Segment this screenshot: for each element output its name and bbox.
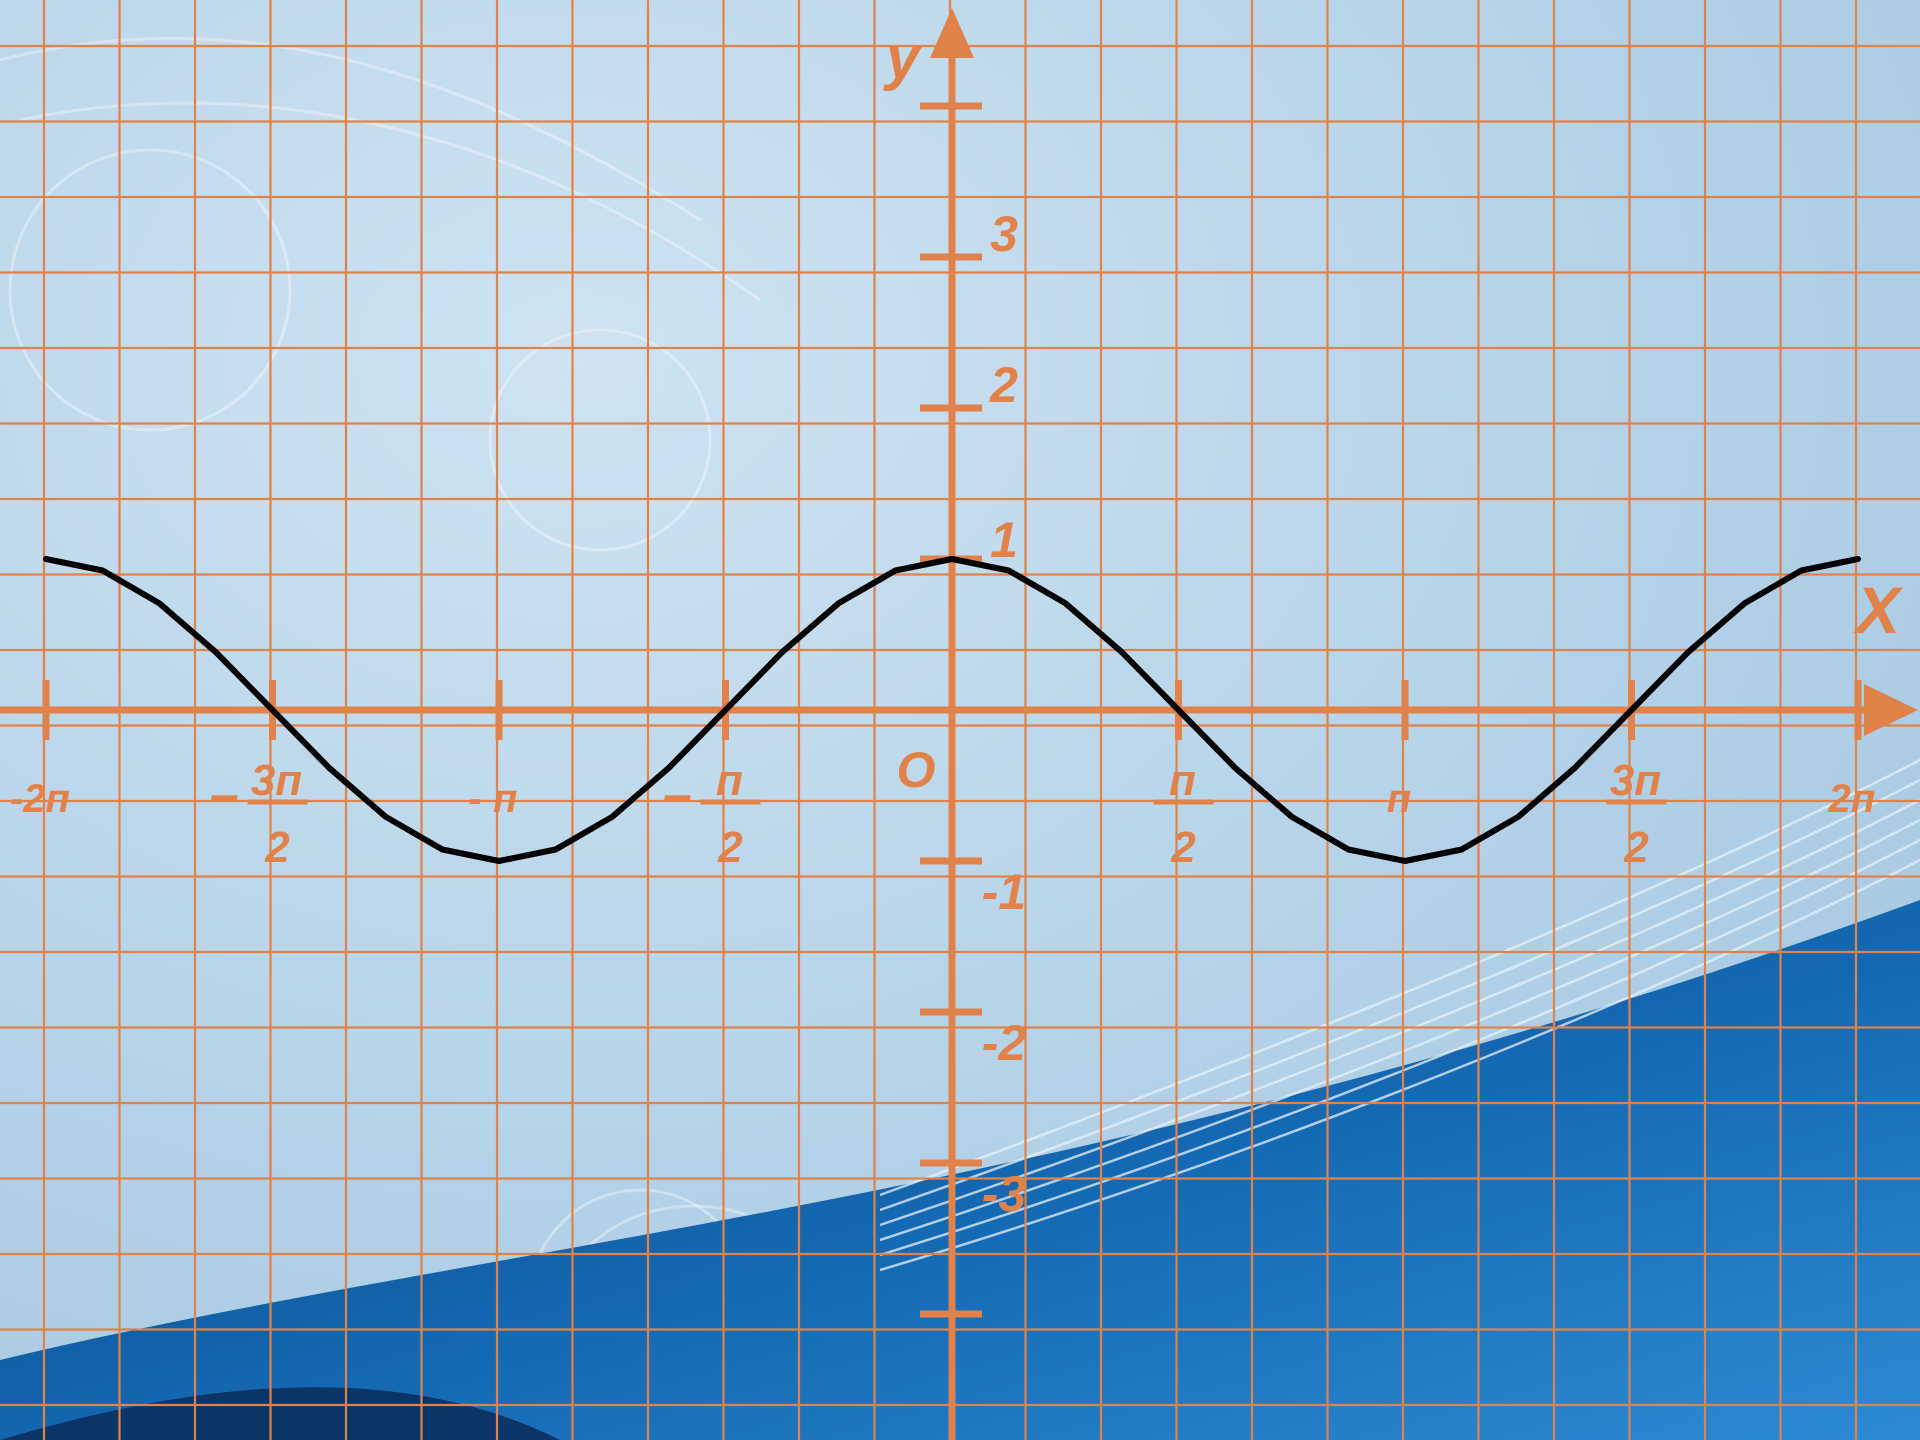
x-tick-denominator: 2 — [264, 823, 290, 872]
y-tick-label: -2 — [982, 1015, 1027, 1071]
y-tick-label: -3 — [982, 1166, 1027, 1222]
curve-point — [44, 557, 48, 561]
curve-point — [1799, 569, 1803, 572]
tick-marks — [42, 102, 1862, 1318]
x-axis-arrow — [1864, 684, 1918, 736]
x-tick-label: п 2– — [663, 756, 761, 872]
curve-point — [780, 650, 784, 654]
x-tick-label: п2 — [1153, 756, 1214, 872]
x-tick-denominator: 2 — [1623, 823, 1649, 872]
curve-point — [837, 601, 841, 605]
x-tick-label: 3п2 — [1606, 756, 1667, 872]
curve-point — [1063, 601, 1067, 605]
curve-point — [157, 601, 161, 605]
x-tick-label: п — [1387, 777, 1411, 821]
curve-point — [893, 569, 897, 572]
curve-point — [1007, 569, 1011, 572]
origin-label: O — [897, 742, 936, 798]
x-tick-label: 2п — [1828, 777, 1876, 821]
x-tick-text: -2п — [10, 777, 70, 821]
x-tick-text: 2п — [1828, 777, 1876, 821]
curve-point — [724, 708, 727, 712]
curve-point — [554, 848, 558, 851]
curve-point — [1233, 766, 1237, 770]
curve-point — [101, 569, 105, 572]
x-tick-text: п — [1387, 777, 1411, 821]
curve-point — [214, 650, 218, 654]
curve-point — [271, 708, 274, 712]
x-tick-sign: – — [210, 766, 239, 824]
x-tick-label: - п — [469, 777, 518, 821]
curve-point — [1743, 601, 1747, 605]
y-tick-label: 3 — [990, 206, 1018, 262]
curve-point — [1120, 650, 1124, 654]
x-tick-label: -2п — [10, 777, 70, 821]
curve-point — [1346, 848, 1350, 851]
curve-point — [384, 815, 388, 819]
curve-point — [497, 859, 501, 863]
x-tick-numerator: п — [716, 756, 743, 805]
x-axis-label: X — [1852, 573, 1904, 647]
y-tick-label: 2 — [989, 357, 1018, 413]
axes — [0, 8, 1918, 1440]
curve-point — [667, 766, 671, 770]
curve-point — [327, 766, 331, 770]
x-tick-denominator: 2 — [717, 823, 743, 872]
curve-point — [610, 815, 614, 819]
curve-point — [1290, 815, 1294, 819]
x-tick-numerator: 3п — [1610, 756, 1661, 805]
curve-point — [1177, 708, 1180, 712]
x-tick-numerator: 3п — [251, 756, 302, 805]
x-tick-numerator: п — [1169, 756, 1196, 805]
x-tick-sign: – — [663, 766, 692, 824]
curve-point — [1403, 859, 1407, 863]
curve-layer — [43, 556, 1861, 864]
curve-point — [1686, 650, 1690, 654]
curve-point — [1856, 557, 1860, 561]
y-tick-label: -1 — [982, 864, 1026, 920]
curve-point — [1516, 815, 1520, 819]
curve-point — [950, 557, 954, 561]
y-tick-label: 1 — [990, 512, 1018, 568]
y-axis-arrow — [930, 8, 974, 58]
curve-point — [1630, 708, 1633, 712]
x-tick-denominator: 2 — [1170, 823, 1196, 872]
curve-point — [440, 848, 444, 851]
y-axis-label: y — [883, 23, 924, 92]
x-tick-text: - п — [469, 777, 518, 821]
curve-point — [1460, 848, 1464, 851]
x-tick-label: 3п 2– — [210, 756, 308, 872]
curve-point — [1573, 766, 1577, 770]
